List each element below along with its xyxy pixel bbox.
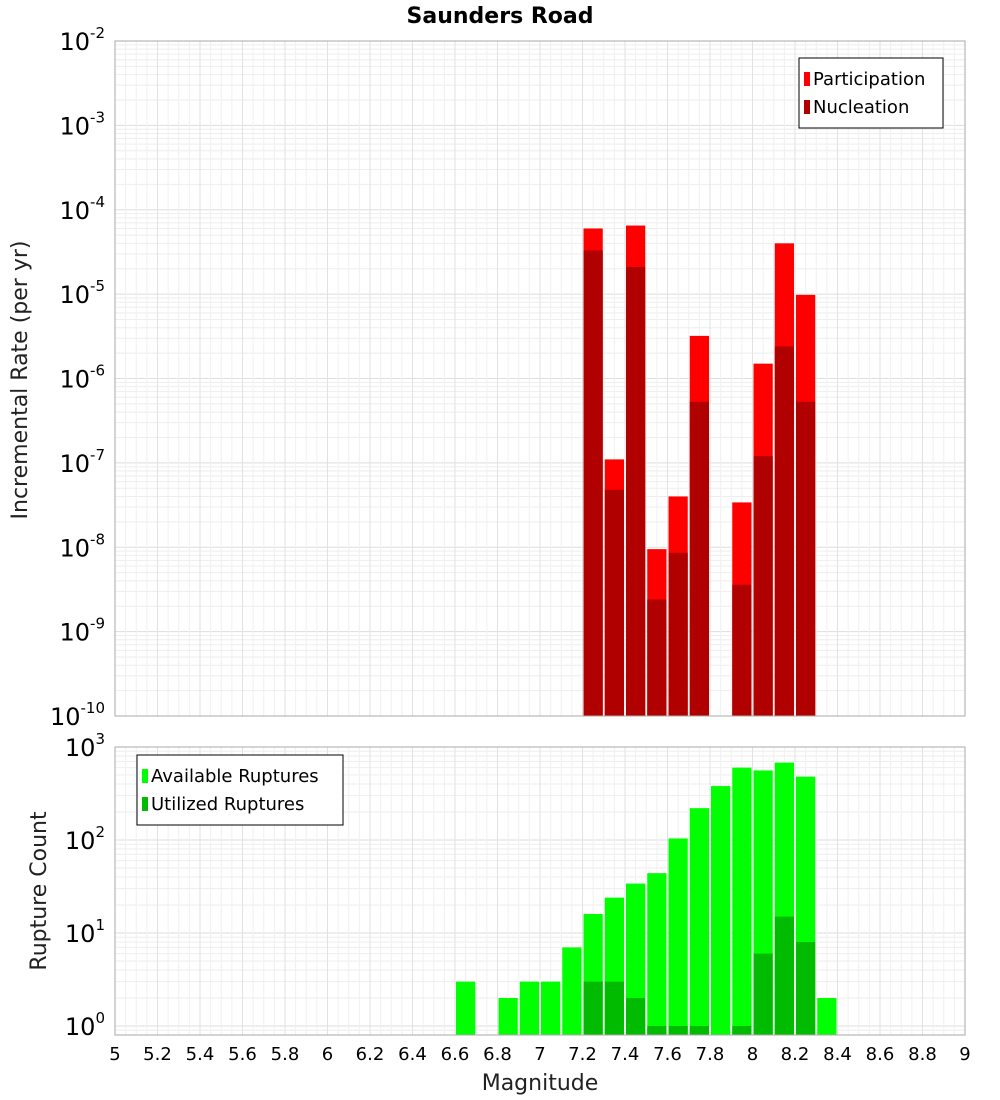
y-tick-label: 10-6 (59, 362, 105, 394)
bar-secondary (626, 997, 646, 1035)
legend-swatch (804, 72, 810, 86)
legend-swatch (142, 769, 148, 783)
legend-swatch (142, 797, 148, 811)
bottom-y-axis-label: Rupture Count (27, 811, 52, 971)
legend-swatch (804, 100, 810, 114)
bar-primary (689, 808, 709, 1035)
bar-primary (711, 786, 731, 1035)
bar-secondary (583, 250, 603, 717)
x-tick-label: 6.6 (441, 1044, 470, 1065)
x-tick-label: 5.8 (271, 1044, 300, 1065)
x-tick-label: 5.6 (228, 1044, 257, 1065)
legend-box (136, 754, 344, 826)
bottom-gridlines (114, 746, 966, 1036)
bar-primary (817, 997, 837, 1035)
bottom-plot-border (114, 746, 966, 1036)
bar-secondary (647, 1025, 667, 1035)
bar-secondary (689, 401, 709, 716)
x-tick-label: 5.4 (186, 1044, 215, 1065)
top-legend: Participation Nucleation (798, 57, 944, 129)
bar-secondary (753, 456, 773, 716)
bar-primary (668, 838, 688, 1035)
bar-secondary (604, 489, 624, 716)
x-tick-label: 6.8 (483, 1044, 512, 1065)
x-tick-label: 8.4 (823, 1044, 852, 1065)
y-tick-label: 10-10 (50, 699, 105, 731)
bar-secondary (604, 981, 624, 1035)
y-tick-label: 10-9 (59, 615, 105, 647)
bar-secondary (774, 916, 794, 1035)
y-tick-label: 10-2 (59, 24, 105, 56)
top-plot-border (114, 40, 966, 717)
x-tick-label: 6.4 (398, 1044, 427, 1065)
y-tick-label: 101 (65, 916, 105, 948)
bar-secondary (774, 346, 794, 716)
x-tick-label: 8.2 (781, 1044, 810, 1065)
bar-secondary (668, 1025, 688, 1035)
bar-secondary (583, 981, 603, 1035)
bar-secondary (753, 953, 773, 1035)
y-tick-label: 10-5 (59, 277, 105, 309)
bar-secondary (732, 1025, 752, 1035)
x-tick-label: 8.8 (908, 1044, 937, 1065)
bottom-x-tick-labels: 5 5.2 5.4 5.6 5.8 6 6.2 6.4 6.6 6.8 7 7.2 7.4 7.6 7.8 8… (109, 1044, 970, 1065)
x-tick-label: 7.2 (568, 1044, 597, 1065)
bar-primary (562, 947, 582, 1035)
y-tick-label: 10-3 (59, 108, 105, 140)
legend-box (798, 57, 944, 129)
bar-secondary (796, 401, 816, 716)
y-tick-label: 10-8 (59, 530, 105, 562)
y-tick-label: 103 (65, 730, 105, 762)
x-tick-label: 7.4 (611, 1044, 640, 1065)
bar-primary (498, 997, 518, 1035)
bottom-series-1 (583, 916, 816, 1035)
bottom-legend: Available Ruptures Utilized Ruptures (136, 754, 344, 826)
top-series-1 (583, 250, 816, 717)
x-tick-label: 7 (534, 1044, 545, 1065)
y-tick-label: 102 (65, 823, 105, 855)
x-tick-label: 6 (322, 1044, 333, 1065)
x-tick-label: 7.6 (653, 1044, 682, 1065)
x-tick-label: 6.2 (356, 1044, 385, 1065)
x-tick-label: 8.6 (866, 1044, 895, 1065)
bar-primary (519, 981, 539, 1035)
bar-primary (732, 767, 752, 1035)
legend-label: Utilized Ruptures (151, 794, 304, 815)
bottom-panel: 100 101 102 103 5 5.2 5.4 5.6 5.8 6 6.2 6.4 6.6 6.8 7 7… (65, 730, 971, 1065)
y-tick-label: 10-7 (59, 446, 105, 478)
legend-label: Nucleation (813, 97, 909, 118)
x-tick-label: 8 (747, 1044, 758, 1065)
y-tick-label: 100 (65, 1009, 105, 1041)
x-tick-label: 5.2 (143, 1044, 172, 1065)
bar-secondary (626, 266, 646, 716)
x-tick-label: 9 (959, 1044, 970, 1065)
x-axis-label: Magnitude (482, 1071, 599, 1096)
x-tick-label: 5 (109, 1044, 120, 1065)
chart-title: Saunders Road (407, 4, 594, 29)
bar-primary (541, 981, 561, 1035)
top-y-tick-labels: 10-10 10-9 10-8 10-7 10-6 10-5 10-4 10-3 10-2 (50, 24, 105, 731)
bottom-y-tick-labels: 100 101 102 103 (65, 730, 105, 1041)
legend-label: Participation (813, 69, 925, 90)
bar-primary (647, 873, 667, 1035)
bar-primary (456, 981, 476, 1035)
bar-secondary (796, 942, 816, 1035)
bar-secondary (647, 599, 667, 716)
bottom-series-0 (456, 762, 837, 1035)
top-y-axis-label: Incremental Rate (per yr) (8, 241, 33, 520)
bar-secondary (689, 1025, 709, 1035)
bar-secondary (668, 552, 688, 716)
chart-plots: 10-10 10-9 10-8 10-7 10-6 10-5 10-4 10-3 10-2 Par… (50, 24, 971, 1065)
x-tick-label: 7.8 (696, 1044, 725, 1065)
bar-secondary (732, 584, 752, 716)
y-tick-label: 10-4 (59, 193, 105, 225)
top-gridlines (114, 40, 966, 717)
top-panel: 10-10 10-9 10-8 10-7 10-6 10-5 10-4 10-3 10-2 Par… (50, 24, 966, 731)
bar-primary (626, 883, 646, 1035)
legend-label: Available Ruptures (151, 766, 319, 787)
